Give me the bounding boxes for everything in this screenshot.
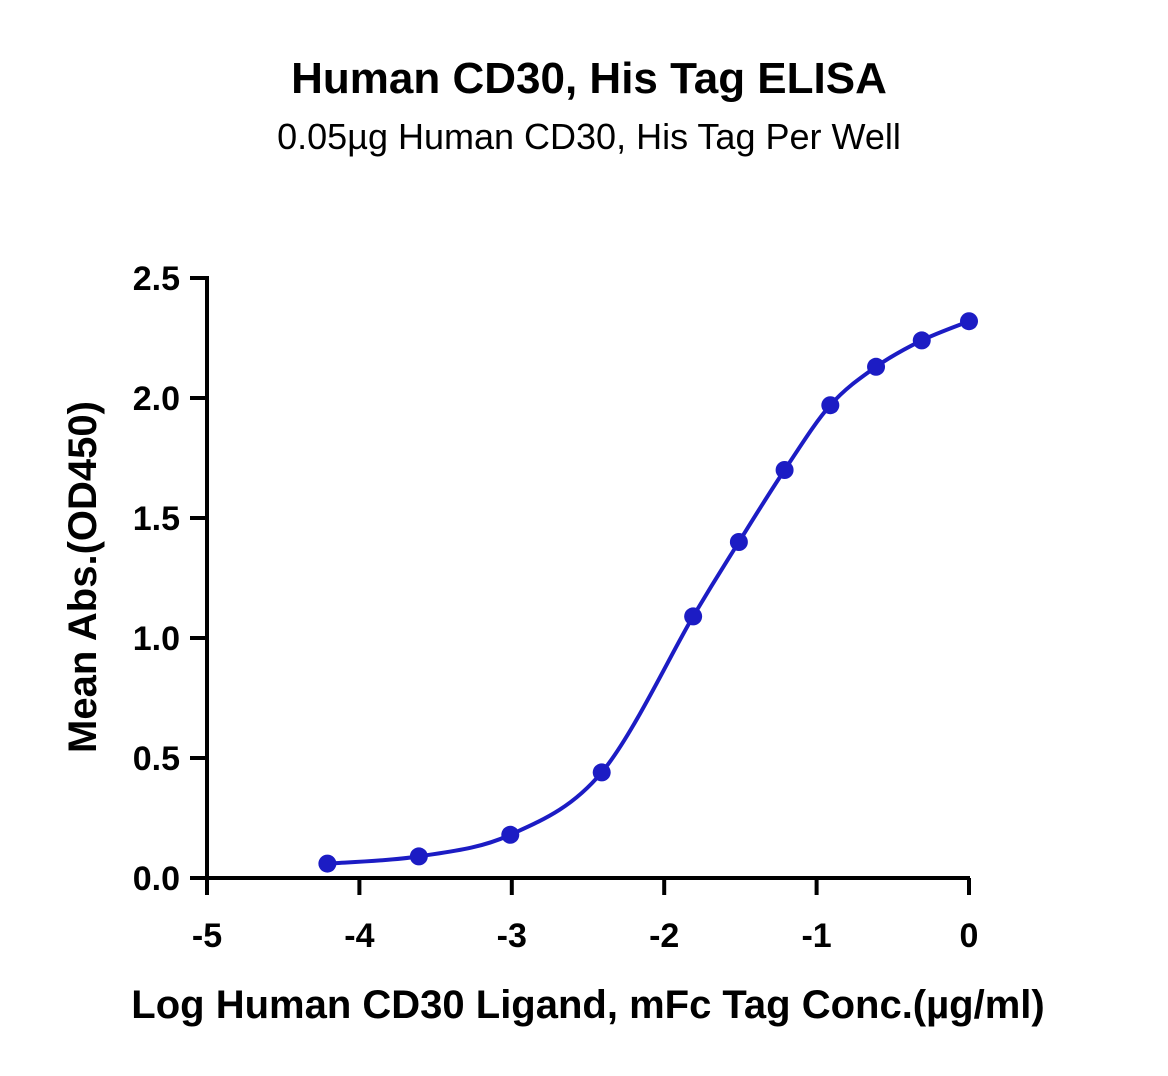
data-point bbox=[960, 312, 978, 331]
y-tick-label: 0.5 bbox=[133, 740, 180, 778]
data-point bbox=[409, 847, 428, 866]
data-points bbox=[318, 312, 978, 873]
y-tick-label: 1.5 bbox=[133, 500, 180, 538]
y-ticks: 0.0 0.5 1.0 1.5 2.0 2.5 bbox=[133, 260, 207, 898]
data-point bbox=[729, 533, 748, 551]
y-tick-label: 0.0 bbox=[133, 860, 180, 898]
x-tick-label: 0 bbox=[960, 917, 979, 955]
data-point bbox=[592, 763, 611, 782]
data-point bbox=[318, 854, 337, 873]
y-tick-label: 1.0 bbox=[133, 620, 180, 658]
data-point bbox=[912, 331, 931, 350]
axes bbox=[205, 276, 970, 880]
data-point bbox=[867, 357, 886, 376]
data-point bbox=[821, 396, 840, 415]
data-point bbox=[501, 825, 520, 844]
x-tick-label: -3 bbox=[497, 917, 527, 955]
fit-curve bbox=[327, 319, 970, 866]
x-tick-label: -5 bbox=[192, 917, 222, 955]
x-tick-label: -2 bbox=[649, 917, 679, 955]
x-tick-label: -4 bbox=[344, 917, 374, 955]
y-tick-label: 2.5 bbox=[133, 260, 180, 298]
x-ticks: -5 -4 -3 -2 -1 0 bbox=[192, 878, 979, 955]
y-tick-label: 2.0 bbox=[133, 380, 180, 418]
chart-subtitle: 0.05µg Human CD30, His Tag Per Well bbox=[277, 116, 901, 157]
y-axis-label: Mean Abs.(OD450) bbox=[61, 401, 105, 753]
x-tick-label: -1 bbox=[801, 917, 831, 955]
chart-title: Human CD30, His Tag ELISA bbox=[291, 54, 887, 103]
x-axis-label: Log Human CD30 Ligand, mFc Tag Conc.(µg/… bbox=[131, 983, 1044, 1027]
data-point bbox=[775, 461, 794, 479]
data-point bbox=[684, 607, 703, 626]
